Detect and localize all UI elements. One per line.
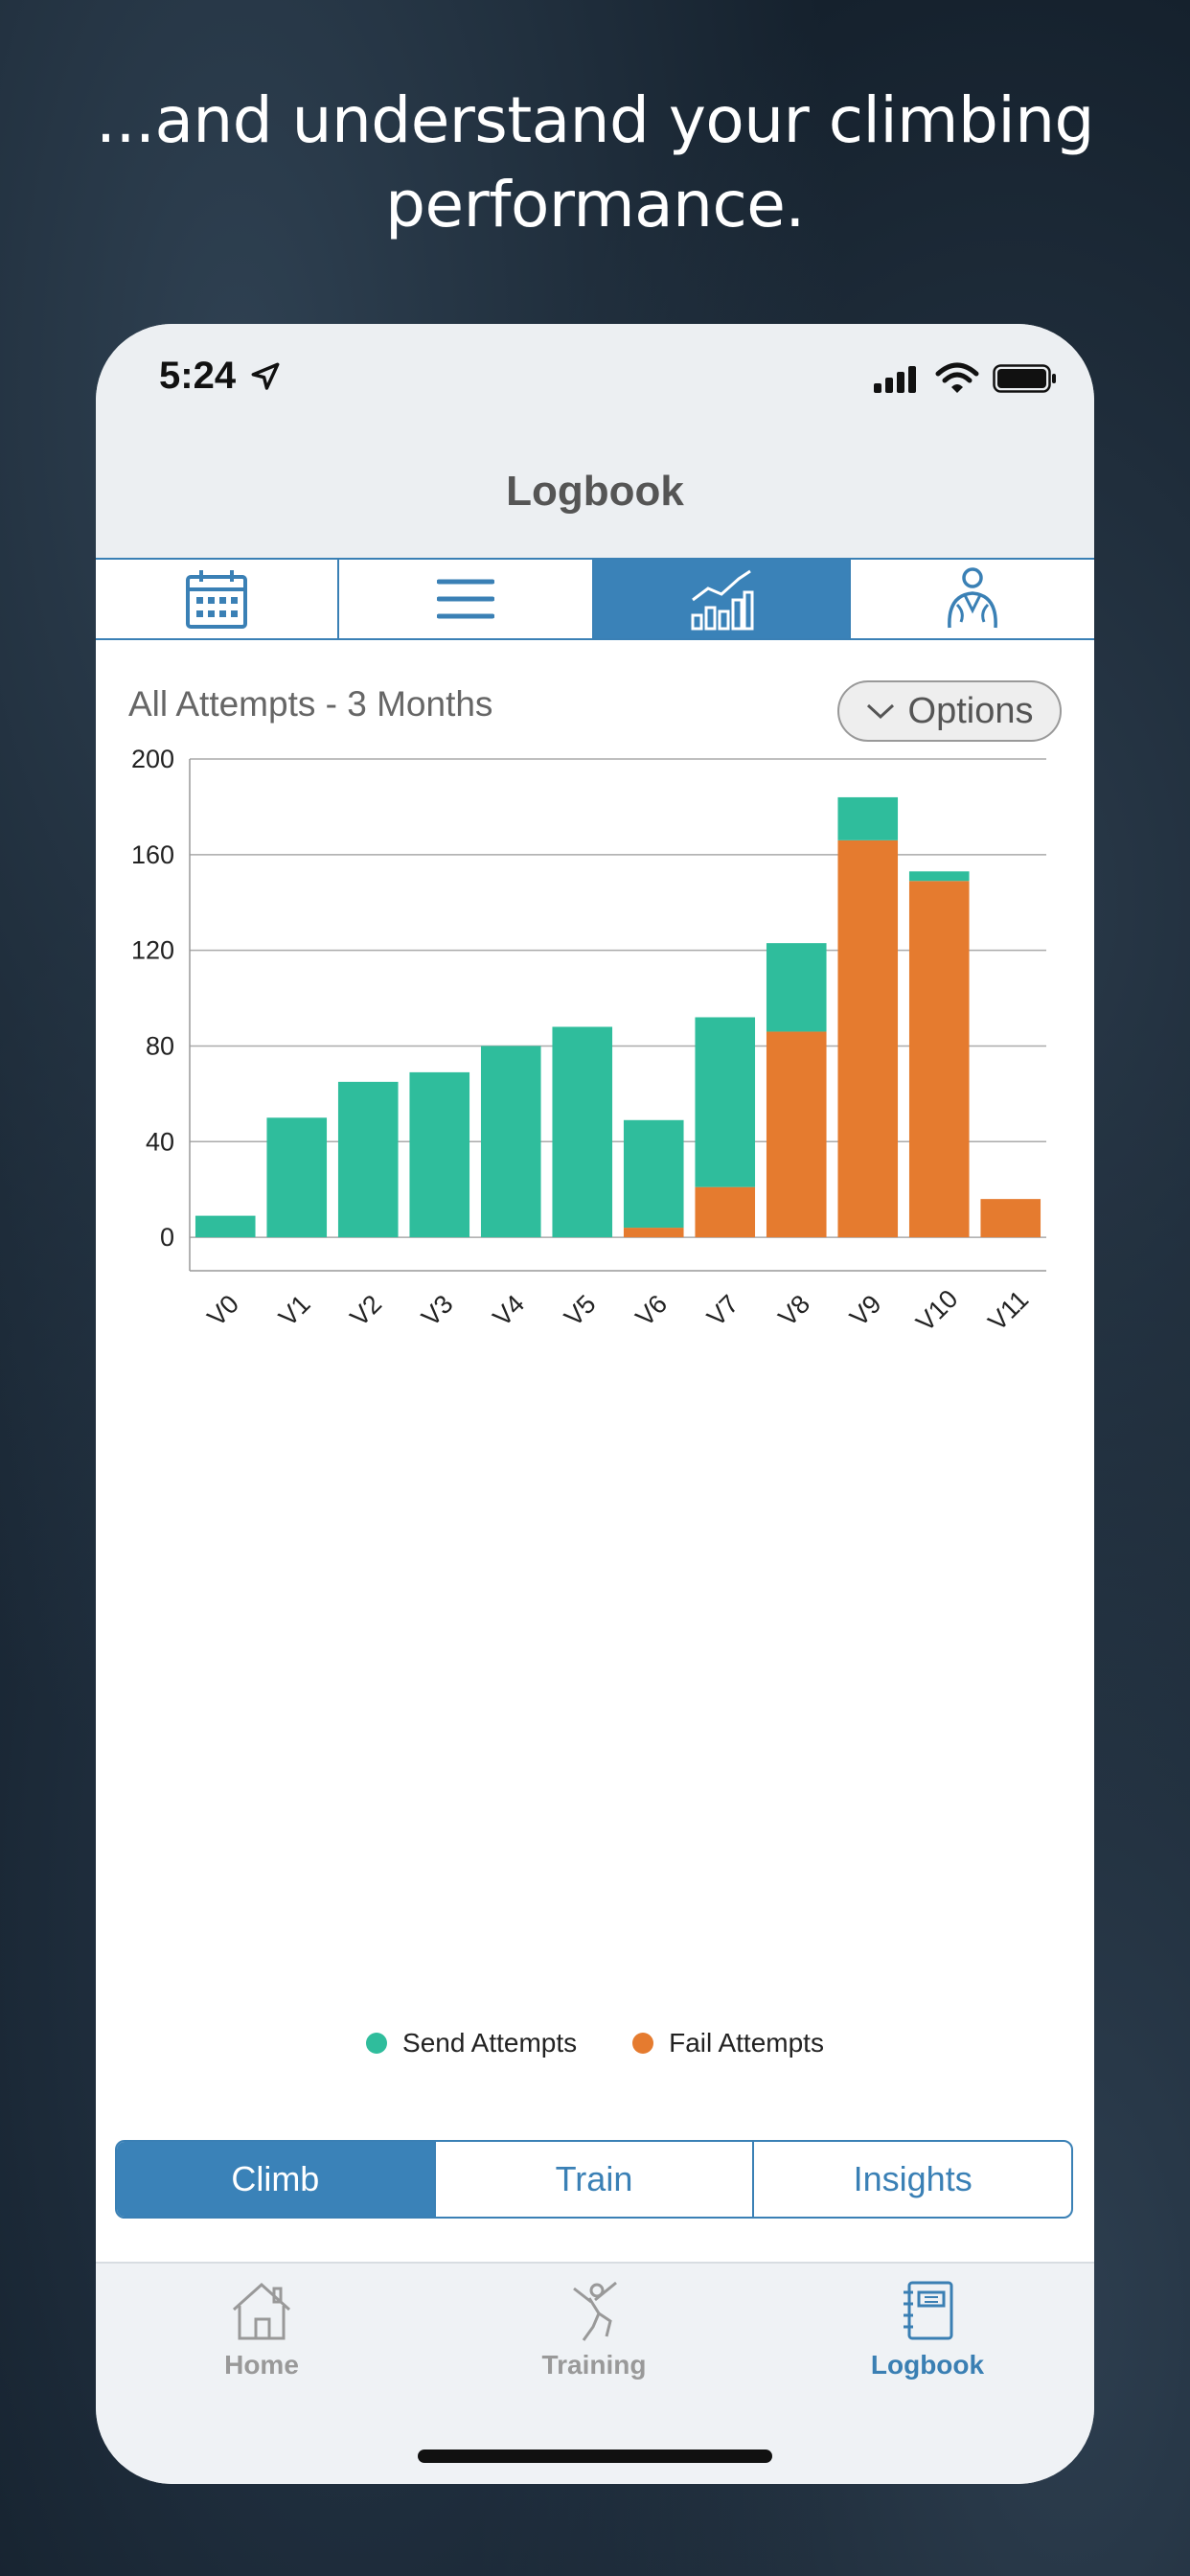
bar-send-attempts-v1 — [266, 1117, 328, 1238]
tab-list[interactable] — [339, 560, 594, 638]
home-indicator — [418, 2450, 772, 2463]
x-tick-label: V1 — [273, 1289, 316, 1332]
tab-calendar[interactable] — [96, 560, 339, 638]
bar-fail-attempts-v10 — [908, 881, 970, 1238]
segment-climb[interactable]: Climb — [117, 2142, 436, 2217]
bar-fail-attempts-v11 — [980, 1199, 1041, 1238]
x-tick-label: V8 — [773, 1289, 816, 1332]
chevron-down-icon — [866, 703, 894, 720]
tab-home[interactable]: Home — [118, 2277, 405, 2380]
options-label: Options — [907, 690, 1034, 731]
category-segmented-control: Climb Train Insights — [115, 2140, 1073, 2219]
bar-send-attempts-v0 — [195, 1215, 256, 1238]
bar-send-attempts-v10 — [908, 871, 970, 882]
location-arrow-icon — [251, 362, 280, 390]
legend-fail-swatch — [632, 2033, 654, 2054]
tab-chart[interactable] — [594, 560, 851, 638]
tab-profile[interactable] — [851, 560, 1094, 638]
headline: ...and understand your climbing performa… — [0, 79, 1190, 247]
x-tick-label: V4 — [488, 1289, 531, 1332]
x-tick-label: V11 — [982, 1285, 1034, 1337]
tab-bar: Home Training Logbo — [96, 2262, 1094, 2484]
bar-fail-attempts-v8 — [766, 1031, 827, 1238]
bar-fail-attempts-v9 — [837, 840, 899, 1238]
bar-fail-attempts-v6 — [623, 1228, 684, 1238]
bar-send-attempts-v6 — [623, 1119, 684, 1229]
climber-icon — [573, 2281, 617, 2341]
segment-train[interactable]: Train — [436, 2142, 755, 2217]
legend-fail-label: Fail Attempts — [669, 2028, 824, 2058]
bar-send-attempts-v9 — [837, 796, 899, 840]
page-title: Logbook — [506, 468, 684, 515]
x-tick-label: V9 — [844, 1289, 887, 1332]
bar-send-attempts-v5 — [552, 1026, 613, 1238]
legend-send: Send Attempts — [366, 2028, 577, 2058]
tab-logbook[interactable]: Logbook — [784, 2277, 1071, 2380]
legend-fail: Fail Attempts — [632, 2028, 824, 2058]
bar-fail-attempts-v7 — [695, 1186, 756, 1238]
bar-send-attempts-v3 — [409, 1071, 470, 1238]
y-tick-label: 80 — [146, 1031, 174, 1060]
wifi-icon — [935, 362, 979, 393]
headline-line-2: performance. — [385, 168, 805, 242]
view-segmented-control — [96, 558, 1094, 640]
x-tick-label: V5 — [559, 1289, 602, 1332]
tab-training[interactable]: Training — [450, 2277, 738, 2380]
bar-send-attempts-v4 — [480, 1046, 541, 1238]
x-tick-label: V10 — [910, 1284, 963, 1337]
bar-send-attempts-v7 — [695, 1017, 756, 1187]
headline-line-1: ...and understand your climbing — [96, 83, 1094, 157]
status-time: 5:24 — [159, 355, 237, 397]
tab-logbook-label: Logbook — [870, 2350, 985, 2380]
x-tick-label: V7 — [701, 1289, 744, 1332]
bar-send-attempts-v8 — [766, 943, 827, 1032]
bar-send-attempts-v2 — [337, 1081, 399, 1238]
calendar-icon — [186, 570, 247, 629]
climber-profile-icon — [948, 567, 997, 629]
chart-icon — [691, 569, 754, 631]
logbook-icon — [904, 2281, 953, 2340]
x-tick-label: V0 — [202, 1289, 245, 1332]
segment-insights[interactable]: Insights — [853, 2159, 973, 2198]
x-tick-label: V6 — [630, 1289, 674, 1332]
cellular-signal-icon — [874, 366, 916, 393]
legend-send-swatch — [366, 2033, 388, 2054]
battery-icon — [993, 364, 1056, 393]
list-icon — [437, 579, 494, 619]
chart-legend: Send Attempts Fail Attempts — [96, 2028, 1094, 2058]
navigation-header: 5:24 Logbook — [96, 324, 1094, 558]
phone-screen: 5:24 Logbook — [96, 324, 1094, 2484]
chart-title: All Attempts - 3 Months — [128, 684, 493, 724]
legend-send-label: Send Attempts — [402, 2028, 578, 2058]
tab-training-label: Training — [541, 2350, 647, 2380]
attempts-chart: 0 40 80 120 160 200 V0 V1 V2 V3 V4 V5 V6 V7 V8 V9 V10 V11 — [131, 746, 1046, 1337]
options-button[interactable]: Options — [837, 680, 1062, 742]
y-tick-label: 120 — [131, 936, 174, 965]
x-tick-label: V2 — [345, 1289, 388, 1332]
y-tick-label: 160 — [131, 840, 174, 869]
tab-home-label: Home — [224, 2350, 299, 2380]
y-tick-label: 40 — [146, 1127, 174, 1156]
x-tick-label: V3 — [416, 1289, 459, 1332]
y-tick-label: 200 — [131, 746, 174, 773]
y-tick-label: 0 — [160, 1223, 174, 1252]
home-icon — [232, 2282, 291, 2340]
